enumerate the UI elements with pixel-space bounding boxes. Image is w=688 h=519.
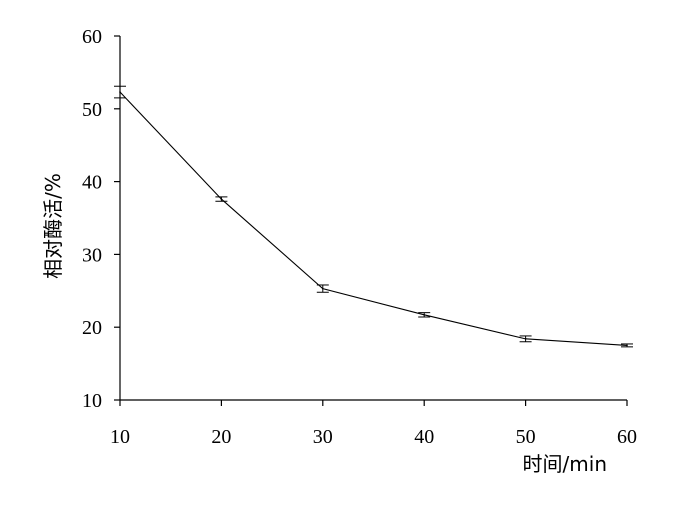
y-tick-label: 30 bbox=[82, 244, 102, 266]
data-point bbox=[220, 198, 223, 200]
y-tick-label: 10 bbox=[82, 390, 102, 412]
x-axis-title: 时间/min bbox=[523, 452, 607, 476]
x-tick-label: 60 bbox=[617, 426, 637, 448]
series-line bbox=[119, 91, 628, 346]
x-tick-label: 30 bbox=[313, 426, 333, 448]
y-axis-title: 相对酶活/% bbox=[41, 173, 65, 279]
axes bbox=[119, 36, 627, 401]
y-tick-label: 40 bbox=[82, 172, 102, 194]
data-point bbox=[524, 338, 527, 340]
data-point bbox=[626, 344, 628, 347]
ticks: 10 20 30 40 50 60 10 20 30 40 50 60 bbox=[82, 26, 637, 448]
x-tick-label: 40 bbox=[414, 426, 434, 448]
x-tick-label: 10 bbox=[110, 426, 130, 448]
y-tick-label: 20 bbox=[82, 317, 102, 339]
data-point bbox=[423, 314, 426, 316]
x-tick-label: 50 bbox=[516, 426, 536, 448]
data-point bbox=[119, 91, 121, 93]
data-point bbox=[322, 287, 324, 290]
series bbox=[114, 85, 633, 348]
y-tick-label: 50 bbox=[82, 99, 102, 121]
x-tick-label: 20 bbox=[211, 426, 231, 448]
y-tick-label: 60 bbox=[82, 26, 102, 48]
